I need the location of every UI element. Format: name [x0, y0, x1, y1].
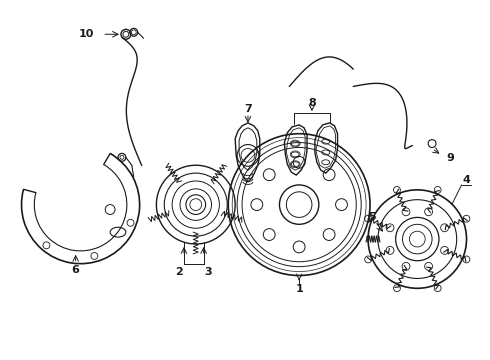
Text: 2: 2 — [175, 266, 183, 276]
Text: 1: 1 — [295, 284, 303, 294]
Text: 4: 4 — [463, 175, 470, 185]
Text: 6: 6 — [72, 265, 79, 275]
Text: 10: 10 — [79, 29, 95, 39]
Text: 9: 9 — [447, 153, 455, 163]
Text: 7: 7 — [244, 104, 252, 114]
Text: 8: 8 — [308, 98, 316, 108]
Text: 3: 3 — [205, 266, 212, 276]
Text: 5: 5 — [368, 212, 376, 222]
